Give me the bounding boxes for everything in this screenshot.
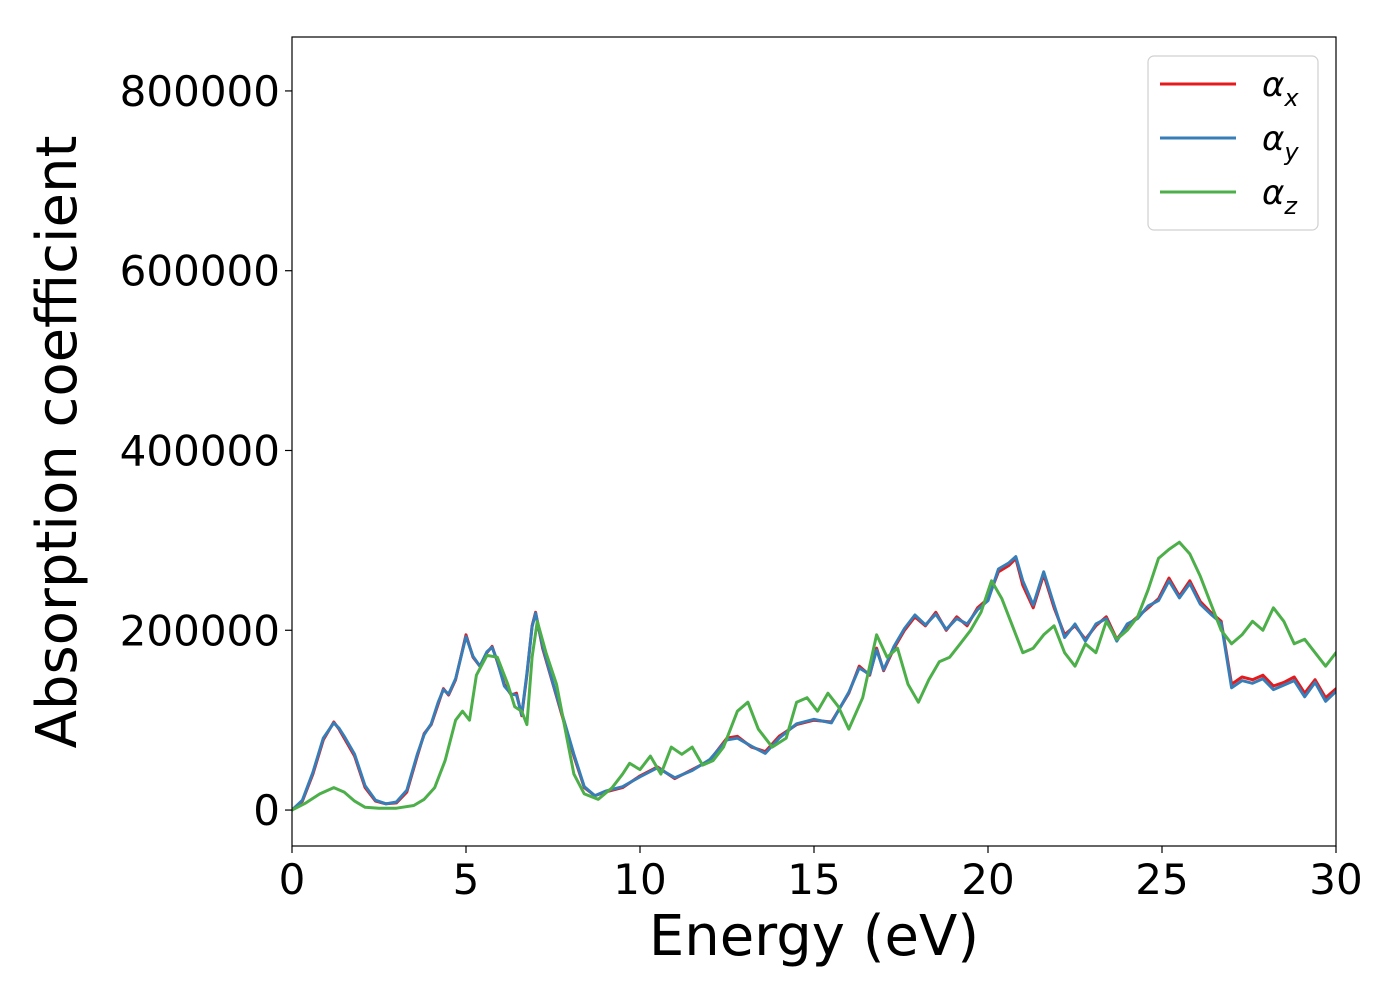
y-tick-label: 0 — [253, 786, 280, 835]
legend-entry-z: αz — [1262, 173, 1298, 220]
y-tick-label: 200000 — [120, 606, 280, 655]
legend-box — [1147, 55, 1319, 231]
plot-area — [292, 540, 1336, 812]
series-line-y — [292, 555, 1336, 812]
axes: 0 5 10 15 20 25 30 0 200000 400000 600000 800000 — [120, 36, 1363, 904]
x-tick-label: 20 — [961, 855, 1014, 904]
x-tick-label: 25 — [1135, 855, 1188, 904]
y-tick-label: 400000 — [120, 426, 280, 475]
legend-entry-x: αx — [1262, 65, 1299, 112]
x-axis-label: Energy (eV) — [649, 904, 979, 969]
x-tick-label: 30 — [1309, 855, 1362, 904]
y-tick-label: 600000 — [120, 247, 280, 296]
series-line-z — [292, 540, 1336, 812]
x-tick-label: 5 — [453, 855, 480, 904]
y-axis-label: Absorption coefficient — [25, 136, 90, 749]
legend: αx αy αz — [1147, 55, 1319, 231]
x-tick-label: 0 — [279, 855, 306, 904]
x-tick-label: 15 — [787, 855, 840, 904]
x-tick-label: 10 — [613, 855, 666, 904]
y-tick-label: 800000 — [120, 67, 280, 116]
legend-entry-y: αy — [1262, 119, 1299, 166]
